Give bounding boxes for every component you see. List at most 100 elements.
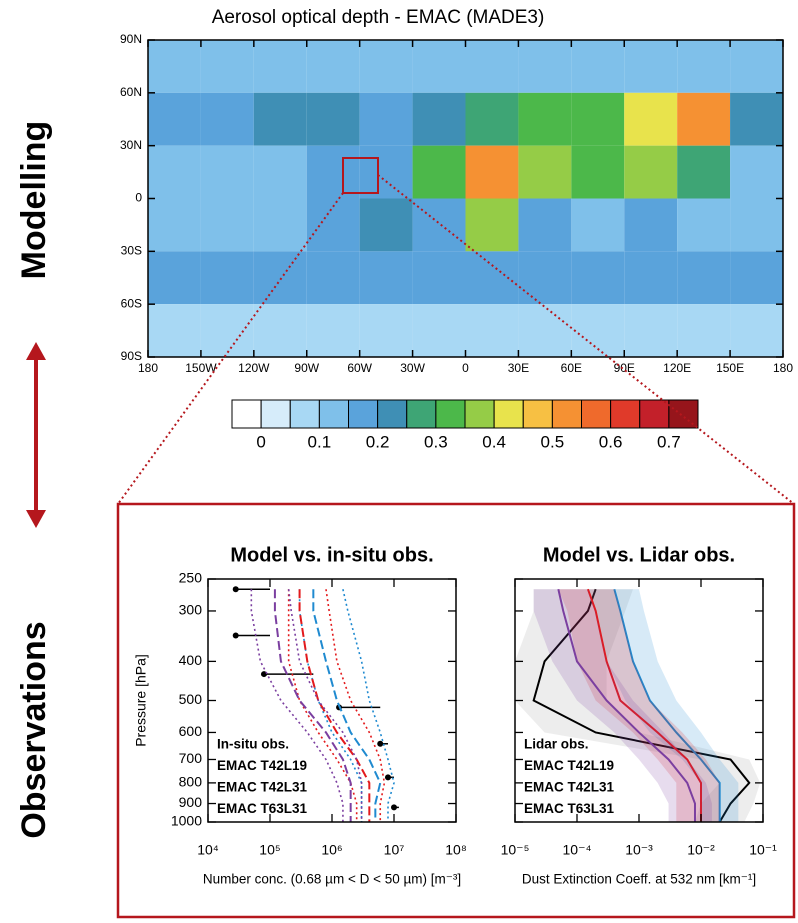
- colorbar-box: [289, 399, 320, 429]
- y-tick-label: 60S: [121, 296, 142, 310]
- y-tick-label: 400: [179, 652, 203, 668]
- aod-cell: [359, 251, 413, 305]
- aod-cell: [465, 198, 519, 252]
- aod-cell: [465, 92, 519, 146]
- range-line: [250, 589, 344, 822]
- x-tick-label: 120W: [238, 361, 270, 375]
- range-line: [287, 589, 363, 822]
- x-axis-label: Number conc. (0.68 µm < D < 50 µm) [m⁻³]: [203, 872, 461, 887]
- x-tick-label: 90E: [614, 361, 635, 375]
- x-tick-label: 10⁴: [197, 842, 219, 858]
- colorbar-label: 0.1: [308, 432, 332, 451]
- aod-cell: [148, 40, 201, 93]
- x-tick-label: 180: [773, 361, 793, 375]
- x-tick-label: 10⁻²: [687, 842, 715, 858]
- x-tick-label: 10⁻³: [625, 842, 653, 858]
- aod-cell: [465, 251, 519, 305]
- aod-cell: [571, 40, 625, 93]
- y-tick-label: 90S: [121, 349, 142, 363]
- aod-cell: [624, 40, 678, 93]
- range-line: [325, 589, 386, 822]
- aod-cell: [253, 92, 307, 146]
- profile-line: [586, 588, 702, 822]
- aod-cell: [465, 145, 519, 199]
- obs-point: [260, 671, 267, 678]
- aod-cell: [518, 40, 572, 93]
- legend-entry: EMAC T42L31: [524, 780, 615, 795]
- aod-cell: [677, 92, 731, 146]
- zoom-box: [116, 502, 796, 919]
- double-arrow: [26, 342, 46, 528]
- colorbar-label: 0.6: [599, 432, 623, 451]
- obs-point: [391, 804, 397, 811]
- aod-cell: [148, 304, 201, 357]
- y-tick-label: 800: [179, 774, 203, 790]
- aod-cell: [412, 40, 466, 93]
- chart-title: Model vs. Lidar obs.: [543, 544, 735, 566]
- aod-cell: [306, 251, 360, 305]
- colorbar-label: 0.5: [541, 432, 565, 451]
- y-tick-label: 900: [179, 794, 203, 810]
- colorbar-label: 0.7: [657, 432, 681, 451]
- x-tick-label: 60E: [561, 361, 582, 375]
- aod-cell: [359, 40, 413, 93]
- x-tick-label: 180: [138, 361, 158, 375]
- aod-cell: [412, 198, 466, 252]
- aod-cell: [359, 304, 413, 357]
- aod-cell: [148, 92, 201, 146]
- aod-cell: [200, 145, 254, 199]
- colorbar-label: 0.4: [482, 432, 506, 451]
- aod-cell: [306, 40, 360, 93]
- x-axis-label: Dust Extinction Coeff. at 532 nm [km⁻¹]: [522, 872, 756, 887]
- y-tick-label: 1000: [171, 813, 202, 829]
- aod-cell: [624, 198, 678, 252]
- aod-cell: [677, 251, 731, 305]
- aod-cell: [677, 145, 731, 199]
- aod-cell: [518, 251, 572, 305]
- region-box: [342, 157, 379, 194]
- map-title: Aerosol optical depth - EMAC (MADE3): [212, 7, 545, 28]
- colorbar-box: [231, 399, 262, 429]
- x-tick-label: 10⁻⁴: [563, 842, 592, 858]
- aod-cell: [624, 145, 678, 199]
- aod-cell: [412, 251, 466, 305]
- range-line: [298, 589, 363, 822]
- colorbar-box: [581, 399, 612, 429]
- colorbar-label: 0: [256, 432, 265, 451]
- y-tick-label: 300: [179, 602, 203, 618]
- aod-cell: [730, 251, 783, 305]
- aod-cell: [518, 198, 572, 252]
- y-tick-label: 500: [179, 691, 203, 707]
- x-tick-label: 10⁻¹: [749, 842, 777, 858]
- x-tick-label: 150E: [716, 361, 744, 375]
- aod-cell: [200, 304, 254, 357]
- aod-cell: [571, 92, 625, 146]
- x-tick-label: 90W: [294, 361, 319, 375]
- aod-cell: [677, 304, 731, 357]
- colorbar-box: [435, 399, 466, 429]
- aod-cell: [148, 145, 201, 199]
- colorbar-box: [318, 399, 349, 429]
- y-tick-label: 30S: [121, 244, 142, 258]
- range-band: [587, 589, 739, 822]
- aod-cell: [730, 145, 783, 199]
- chart-title: Model vs. in-situ obs.: [230, 544, 433, 566]
- profile-line: [298, 589, 371, 822]
- aod-cell: [571, 198, 625, 252]
- obs-point: [232, 586, 239, 593]
- aod-cell: [253, 40, 307, 93]
- aod-cell: [677, 198, 731, 252]
- y-axis-label: Pressure [hPa]: [133, 654, 149, 747]
- aod-cell: [571, 304, 625, 357]
- x-tick-label: 30W: [400, 361, 425, 375]
- aod-cell: [624, 92, 678, 146]
- colorbar-label: 0.2: [366, 432, 390, 451]
- x-tick-label: 30E: [508, 361, 529, 375]
- aod-cell: [730, 304, 783, 357]
- zoom-lines: [117, 174, 795, 505]
- aod-cell: [306, 92, 360, 146]
- legend-entry: EMAC T42L19: [524, 758, 614, 773]
- legend-entry: EMAC T63L31: [217, 801, 308, 816]
- x-tick-label: 10⁵: [259, 842, 280, 858]
- x-tick-label: 10⁶: [321, 842, 342, 858]
